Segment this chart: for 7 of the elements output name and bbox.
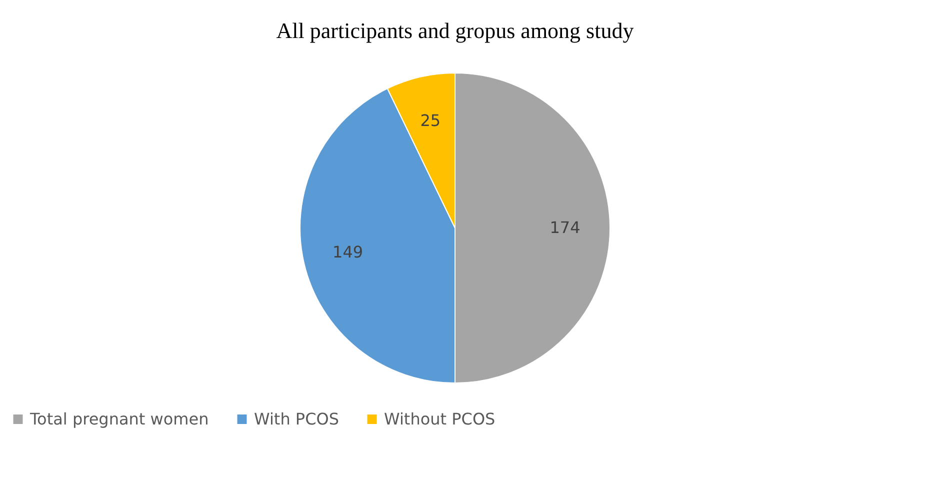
legend-label: Total pregnant women	[29, 409, 209, 428]
legend-label: With PCOS	[254, 409, 339, 428]
data-label: 174	[550, 218, 580, 237]
data-label: 25	[420, 110, 441, 130]
data-label: 149	[332, 242, 364, 262]
legend-label: Without PCOS	[384, 409, 496, 428]
chart-title: All participants and gropus among study	[276, 18, 634, 43]
